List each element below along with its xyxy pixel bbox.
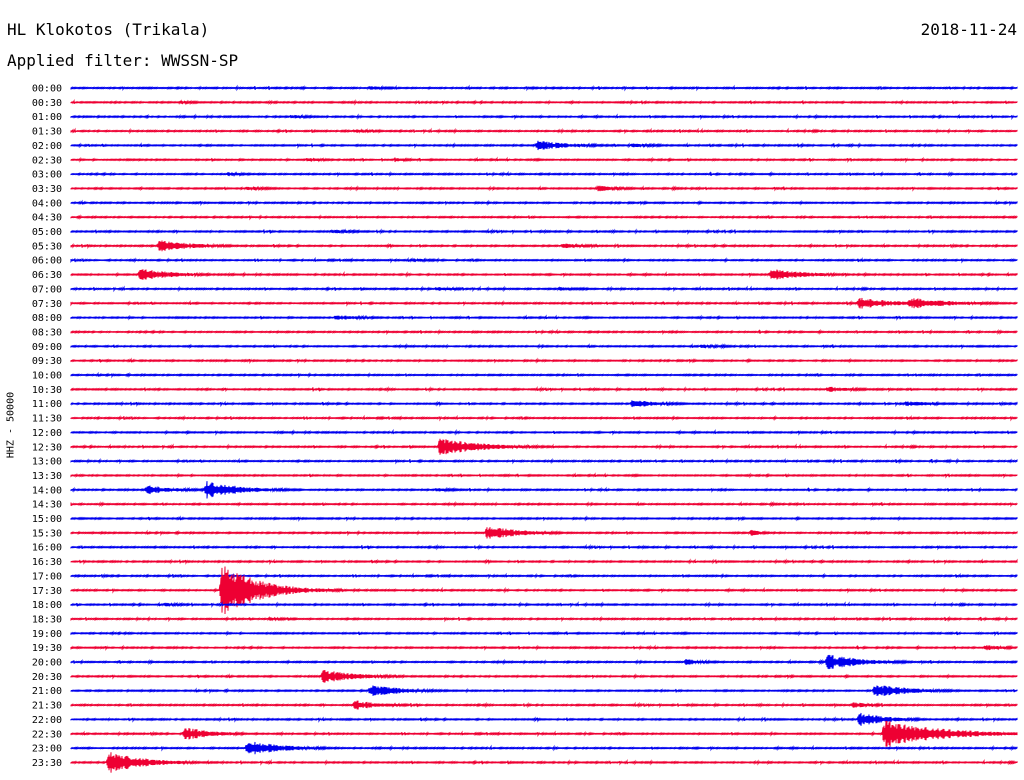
row-time-label: 06:00 (32, 256, 62, 267)
row-time-label: 19:00 (32, 629, 62, 640)
row-time-label: 05:30 (32, 241, 62, 252)
row-time-label: 08:30 (32, 327, 62, 338)
row-time-label: 14:30 (32, 500, 62, 511)
row-time-label: 10:00 (32, 371, 62, 382)
row-time-label: 00:00 (32, 84, 62, 95)
row-time-label: 07:30 (32, 299, 62, 310)
row-time-label: 09:00 (32, 342, 62, 353)
row-time-label: 11:00 (32, 399, 62, 410)
row-time-label: 03:30 (32, 184, 62, 195)
row-time-label: 13:00 (32, 457, 62, 468)
row-time-label: 01:30 (32, 127, 62, 138)
row-time-label: 02:30 (32, 155, 62, 166)
row-time-label: 02:00 (32, 141, 62, 152)
row-time-label: 16:00 (32, 543, 62, 554)
row-time-label: 18:30 (32, 614, 62, 625)
row-time-label: 00:30 (32, 98, 62, 109)
row-time-label: 05:00 (32, 227, 62, 238)
helicorder-rows: 00:00 00:30 01:00 01:30 02:00 02:30 03:00 03:30… (32, 84, 1018, 773)
row-time-label: 21:00 (32, 686, 62, 697)
row-time-label: 07:00 (32, 284, 62, 295)
row-time-label: 15:30 (32, 528, 62, 539)
record-date: 2018-11-24 (920, 20, 1017, 39)
filter-label: Applied filter: WWSSN-SP (7, 51, 239, 70)
row-time-label: 18:00 (32, 600, 62, 611)
row-time-label: 10:30 (32, 385, 62, 396)
row-time-label: 12:00 (32, 428, 62, 439)
row-time-label: 17:00 (32, 571, 62, 582)
row-time-label: 08:00 (32, 313, 62, 324)
station-title: HL Klokotos (Trikala) (7, 20, 210, 39)
row-time-label: 20:30 (32, 672, 62, 683)
row-time-label: 23:00 (32, 744, 62, 755)
row-time-label: 13:30 (32, 471, 62, 482)
row-time-label: 22:00 (32, 715, 62, 726)
row-time-label: 19:30 (32, 643, 62, 654)
row-time-label: 12:30 (32, 442, 62, 453)
row-time-label: 04:30 (32, 213, 62, 224)
row-time-label: 23:30 (32, 758, 62, 769)
row-time-label: 16:30 (32, 557, 62, 568)
row-time-label: 14:00 (32, 485, 62, 496)
row-time-label: 04:00 (32, 198, 62, 209)
row-time-label: 01:00 (32, 112, 62, 123)
row-time-label: 11:30 (32, 414, 62, 425)
row-time-label: 17:30 (32, 586, 62, 597)
row-time-label: 03:00 (32, 170, 62, 181)
row-time-label: 21:30 (32, 701, 62, 712)
row-time-label: 06:30 (32, 270, 62, 281)
row-time-label: 22:30 (32, 729, 62, 740)
row-time-label: 15:00 (32, 514, 62, 525)
row-time-label: 09:30 (32, 356, 62, 367)
row-time-label: 20:00 (32, 658, 62, 669)
